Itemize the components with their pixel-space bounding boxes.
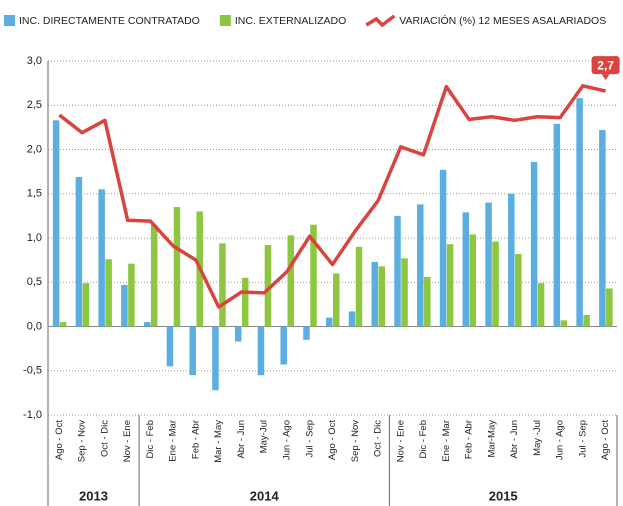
- x-tick-label: Nov - Ene: [122, 420, 133, 462]
- bar: [485, 202, 492, 327]
- x-tick-label: Dic - Feb: [145, 420, 156, 459]
- bar: [371, 261, 379, 327]
- bar: [189, 326, 196, 376]
- bar: [469, 234, 477, 327]
- bar: [606, 288, 613, 327]
- x-tick-label: Ago - Oct: [600, 420, 611, 460]
- bar: [52, 120, 60, 327]
- bar: [287, 235, 294, 327]
- legend-swatch: [365, 14, 396, 28]
- bar: [560, 320, 568, 327]
- legend-label: INC. DIRECTAMENTE CONTRATADO: [19, 15, 200, 27]
- bar: [121, 284, 128, 327]
- x-tick-label: Feb - Abr: [190, 420, 201, 459]
- x-tick-label: May-Jul: [259, 420, 270, 453]
- x-tick-label: Sep - Nov: [77, 420, 88, 462]
- x-tick-label: Jul - Sep: [577, 420, 588, 458]
- x-tick-label: Sep - Nov: [350, 420, 361, 462]
- bar: [462, 212, 470, 327]
- bar: [303, 326, 310, 340]
- x-tick-label: Ene - Mar: [168, 420, 179, 462]
- x-tick-label: Oct - Dic: [373, 420, 384, 457]
- bar: [394, 215, 401, 327]
- line: [58, 84, 607, 309]
- bar: [492, 241, 499, 327]
- x-tick-label: Ago - Oct: [327, 420, 338, 460]
- y-tick-label: 1,5: [27, 188, 42, 200]
- bar: [515, 253, 522, 327]
- bar: [212, 326, 219, 391]
- x-tick-label: Dic - Feb: [418, 420, 429, 459]
- y-tick-label: 2,5: [27, 99, 42, 111]
- bar: [82, 283, 90, 327]
- y-tick-label: 3,0: [27, 55, 42, 67]
- y-tick-label: 0,0: [27, 320, 42, 332]
- group-label: 2015: [489, 488, 518, 503]
- bar: [241, 277, 249, 327]
- group-label: 2013: [79, 488, 108, 503]
- bar: [75, 176, 83, 327]
- bar: [173, 207, 181, 327]
- legend-swatch: [4, 15, 15, 26]
- bar: [326, 317, 333, 327]
- bar: [439, 169, 447, 327]
- y-tick-label: -0,5: [23, 365, 42, 377]
- bar: [378, 266, 386, 327]
- bar: [446, 244, 454, 327]
- data-label-pointer: [601, 74, 610, 81]
- bar: [576, 98, 583, 327]
- y-tick-label: 2,0: [27, 143, 42, 155]
- bar: [583, 314, 590, 327]
- bar: [530, 161, 538, 327]
- x-tick-label: Abr - Jun: [236, 420, 247, 459]
- bar: [333, 273, 340, 327]
- legend-label: INC. EXTERNALIZADO: [235, 15, 346, 27]
- bar: [599, 130, 606, 327]
- x-tick-label: Abr - Jun: [509, 420, 520, 459]
- bar: [553, 123, 561, 327]
- x-tick-label: Oct - Dic: [99, 420, 110, 457]
- bar: [219, 243, 226, 327]
- x-tick-label: Nov - Ene: [395, 420, 406, 462]
- legend-swatch: [219, 15, 231, 26]
- bar: [128, 263, 135, 327]
- bar: [280, 326, 287, 365]
- x-tick-label: Jun - Ago: [555, 420, 566, 460]
- x-tick-label: May -Jul: [532, 420, 543, 456]
- bar: [264, 245, 272, 327]
- data-label: 2,7: [597, 58, 614, 72]
- bar: [59, 322, 67, 327]
- bar: [166, 326, 174, 367]
- bar: [150, 224, 158, 327]
- bar: [355, 246, 363, 327]
- bar: [234, 326, 242, 342]
- x-tick-label: Mar-May: [486, 420, 497, 458]
- bar: [310, 224, 317, 327]
- bar: [348, 311, 356, 327]
- bar: [508, 193, 515, 327]
- y-tick-label: -1,0: [23, 409, 42, 421]
- x-tick-label: Jun - Ago: [281, 420, 292, 460]
- bar: [143, 322, 151, 327]
- bar: [105, 259, 112, 327]
- y-tick-label: 0,5: [27, 276, 42, 288]
- bar: [537, 283, 545, 327]
- x-tick-label: Ago - Oct: [54, 420, 65, 460]
- legend-label: VARIACIÓN (%) 12 MESES ASALARIADOS: [399, 14, 606, 27]
- x-tick-label: Jul - Sep: [304, 420, 315, 458]
- y-tick-label: 1,0: [27, 232, 42, 244]
- bar: [98, 189, 105, 327]
- bar: [417, 204, 424, 327]
- x-tick-label: Ene - Mar: [441, 420, 452, 462]
- x-tick-label: Feb - Abr: [464, 420, 475, 459]
- bar: [424, 276, 431, 327]
- data-label-box: [591, 56, 620, 75]
- group-label: 2014: [250, 488, 280, 503]
- bar: [401, 258, 408, 327]
- bar: [257, 326, 265, 376]
- x-tick-label: Mar - May: [213, 420, 224, 463]
